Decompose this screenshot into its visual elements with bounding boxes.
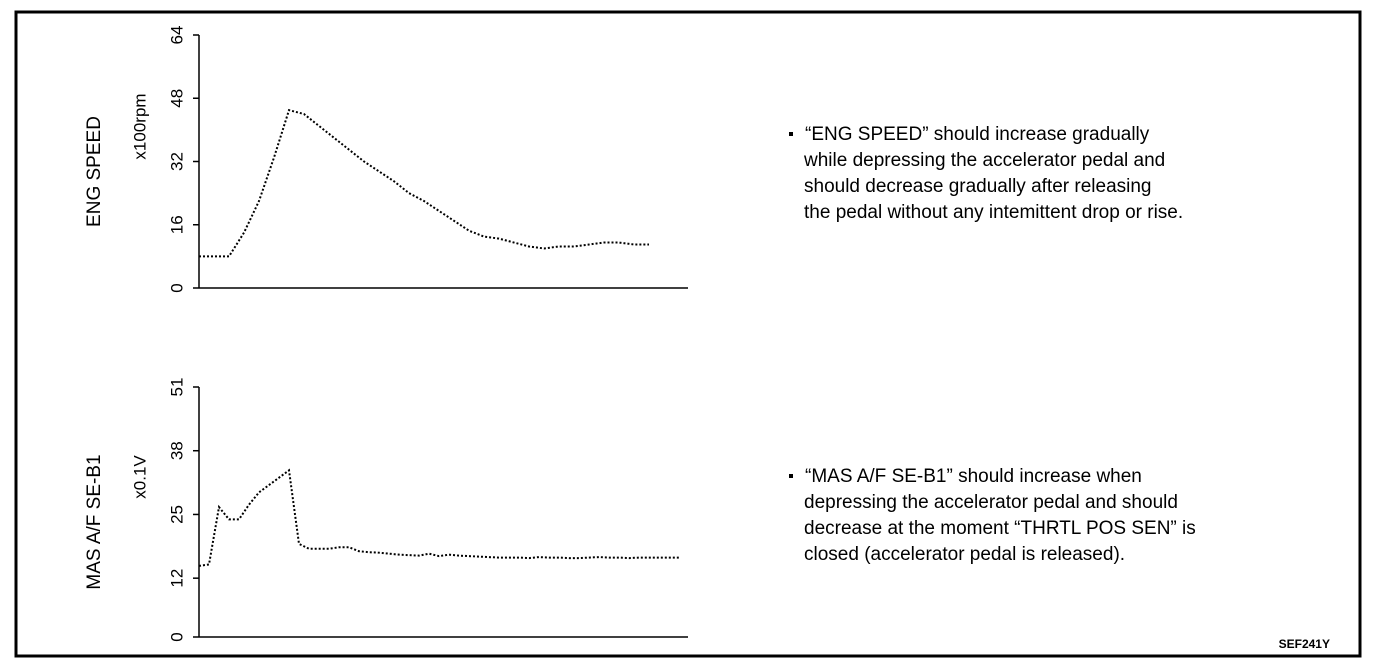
y-axis-unit: x100rpm bbox=[130, 93, 149, 159]
data-line bbox=[199, 108, 649, 258]
note-line: decrease at the moment “THRTL POS SEN” i… bbox=[804, 518, 1196, 539]
note-line: while depressing the accelerator pedal a… bbox=[803, 150, 1165, 171]
note-line: depressing the accelerator pedal and sho… bbox=[804, 492, 1178, 513]
y-tick-label: 16 bbox=[167, 215, 186, 234]
y-tick-label: 12 bbox=[167, 569, 186, 588]
note-line: “ENG SPEED” should increase gradually bbox=[805, 124, 1150, 145]
note-line: “MAS A/F SE-B1” should increase when bbox=[805, 466, 1142, 487]
figure-code: SEF241Y bbox=[1279, 637, 1330, 651]
note-line: closed (accelerator pedal is released). bbox=[804, 544, 1125, 565]
y-axis-label: ENG SPEED bbox=[84, 116, 105, 227]
y-tick-label: 64 bbox=[167, 26, 186, 45]
y-tick-label: 25 bbox=[167, 505, 186, 524]
y-tick-label: 0 bbox=[167, 632, 186, 641]
y-axis-label: MAS A/F SE-B1 bbox=[84, 454, 105, 589]
y-axis-unit: x0.1V bbox=[130, 455, 149, 499]
note-line: should decrease gradually after releasin… bbox=[804, 176, 1152, 197]
frame bbox=[14, 10, 1362, 658]
y-tick-label: 51 bbox=[167, 378, 186, 397]
bullet bbox=[789, 132, 793, 136]
note-line: the pedal without any intemittent drop o… bbox=[804, 202, 1183, 223]
y-tick-label: 0 bbox=[167, 283, 186, 292]
y-tick-label: 32 bbox=[167, 152, 186, 171]
y-tick-label: 48 bbox=[167, 89, 186, 108]
bullet bbox=[789, 474, 793, 478]
y-tick-label: 38 bbox=[167, 441, 186, 460]
data-line bbox=[198, 468, 679, 567]
